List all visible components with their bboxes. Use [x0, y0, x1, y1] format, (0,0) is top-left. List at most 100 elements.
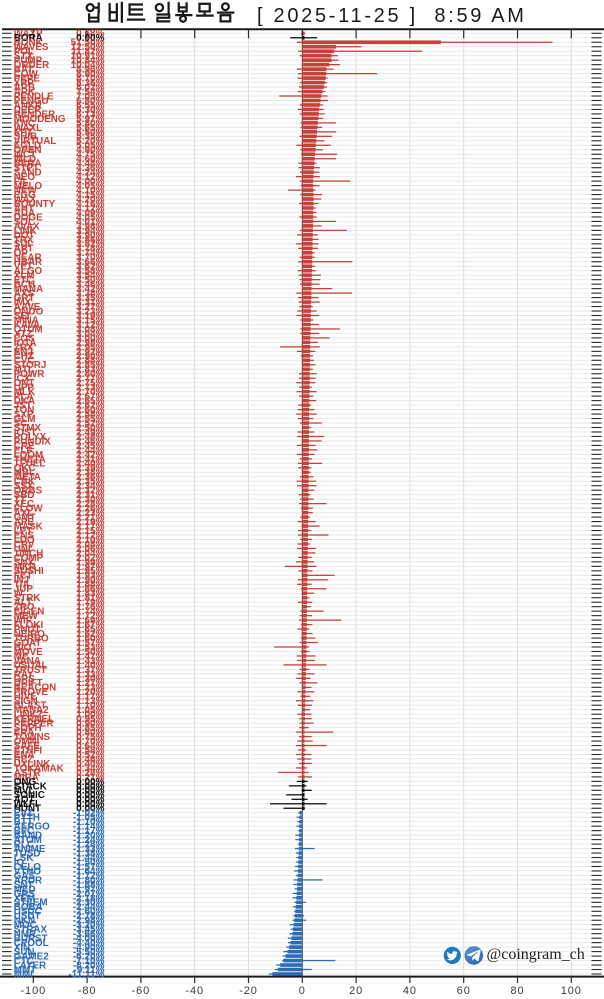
- svg-text:MELO: MELO: [14, 181, 43, 192]
- svg-text:ONG: ONG: [14, 777, 37, 788]
- svg-text:5.97%: 5.97%: [76, 114, 104, 125]
- svg-text:LPT: LPT: [14, 526, 33, 537]
- svg-text:MOC: MOC: [14, 920, 37, 931]
- svg-text:1.60%: 1.60%: [76, 633, 104, 644]
- svg-text:MKR: MKR: [14, 562, 36, 573]
- svg-text:DRIFT: DRIFT: [14, 678, 43, 689]
- svg-text:4.01%: 4.01%: [76, 217, 104, 228]
- svg-text:6.55%: 6.55%: [76, 100, 104, 111]
- svg-text:HBAR: HBAR: [14, 257, 42, 268]
- svg-text:-1.97%: -1.97%: [73, 884, 105, 895]
- svg-text:PYTH: PYTH: [14, 813, 40, 824]
- svg-text:SUSHI: SUSHI: [14, 566, 44, 577]
- svg-text:2.55%: 2.55%: [76, 414, 104, 425]
- svg-text:100: 100: [561, 985, 582, 997]
- svg-text:GPS: GPS: [14, 674, 35, 685]
- svg-text:5.80%: 5.80%: [76, 118, 104, 129]
- svg-text:SOPH: SOPH: [14, 723, 42, 734]
- svg-text:FIL: FIL: [14, 177, 29, 188]
- svg-text:-1.72%: -1.72%: [73, 871, 105, 882]
- svg-text:3.58%: 3.58%: [76, 266, 104, 277]
- svg-text:2.15%: 2.15%: [76, 526, 104, 537]
- svg-text:UXLINK: UXLINK: [14, 759, 50, 770]
- svg-text:0.00%: 0.00%: [76, 33, 104, 44]
- svg-text:SONIC: SONIC: [14, 790, 45, 801]
- svg-text:CTC: CTC: [14, 956, 34, 967]
- svg-text:UPP: UPP: [14, 383, 35, 394]
- svg-text:ONT: ONT: [14, 378, 35, 389]
- svg-text:MIRA: MIRA: [14, 772, 39, 783]
- svg-text:-5.50%: -5.50%: [73, 947, 105, 958]
- svg-text:STORJ: STORJ: [14, 360, 47, 371]
- svg-text:ANIME: ANIME: [14, 844, 46, 855]
- svg-text:ZRO: ZRO: [14, 602, 35, 613]
- svg-text:4.05%: 4.05%: [76, 181, 104, 192]
- svg-text:0.00%: 0.00%: [76, 804, 104, 815]
- svg-text:0.00%: 0.00%: [76, 799, 104, 810]
- svg-text:VIRTUAL: VIRTUAL: [14, 136, 56, 147]
- svg-text:SC: SC: [14, 418, 28, 429]
- svg-text:EVZ: EVZ: [14, 808, 33, 819]
- svg-text:COW: COW: [14, 69, 39, 80]
- svg-text:BOUNTY: BOUNTY: [14, 199, 56, 210]
- svg-text:2.39%: 2.39%: [76, 463, 104, 474]
- svg-text:2.62%: 2.62%: [76, 401, 104, 412]
- svg-text:SNX: SNX: [14, 557, 35, 568]
- svg-text:2.31%: 2.31%: [76, 490, 104, 501]
- svg-text:2.95%: 2.95%: [76, 342, 104, 353]
- svg-text:CRV: CRV: [14, 539, 35, 550]
- svg-text:1.30%: 1.30%: [76, 674, 104, 685]
- svg-text:USDC: USDC: [14, 907, 42, 918]
- svg-text:-3.20%: -3.20%: [73, 920, 105, 931]
- svg-text:2.42%: 2.42%: [76, 450, 104, 461]
- svg-text:2.88%: 2.88%: [76, 356, 104, 367]
- svg-text:-1.64%: -1.64%: [73, 866, 105, 877]
- svg-text:PENGU: PENGU: [14, 96, 49, 107]
- svg-text:PUMP: PUMP: [14, 56, 43, 67]
- svg-text:TIA: TIA: [14, 580, 30, 591]
- svg-text:POLYX: POLYX: [14, 432, 47, 443]
- svg-text:CBK: CBK: [14, 477, 35, 488]
- svg-text:NEAR: NEAR: [14, 253, 42, 264]
- svg-text:WAXL: WAXL: [14, 123, 42, 134]
- svg-text:DOT: DOT: [14, 230, 35, 241]
- svg-text:VANA: VANA: [14, 656, 41, 667]
- svg-text:SIGN: SIGN: [14, 696, 38, 707]
- svg-text:2.90%: 2.90%: [76, 351, 104, 362]
- svg-text:2.17%: 2.17%: [76, 521, 104, 532]
- svg-text:BCH: BCH: [14, 280, 35, 291]
- svg-text:TOWNS: TOWNS: [14, 732, 51, 743]
- svg-text:11.82%: 11.82%: [71, 47, 104, 58]
- svg-text:MMI: MMI: [14, 969, 33, 980]
- svg-text:EGLD: EGLD: [14, 141, 41, 152]
- svg-text:OPEN: OPEN: [14, 145, 42, 156]
- svg-text:LOOM: LOOM: [14, 450, 43, 461]
- svg-text:HIVE: HIVE: [14, 692, 37, 703]
- svg-text:1.69%: 1.69%: [76, 616, 104, 627]
- svg-text:NEW: NEW: [14, 185, 38, 196]
- svg-text:3.38%: 3.38%: [76, 289, 104, 300]
- svg-text:2.92%: 2.92%: [76, 347, 104, 358]
- svg-text:0.85%: 0.85%: [76, 723, 104, 734]
- svg-text:51.50%: 51.50%: [71, 38, 105, 49]
- svg-text:-1.28%: -1.28%: [73, 839, 105, 850]
- svg-text:STACK: STACK: [14, 781, 47, 792]
- svg-text:JUP: JUP: [14, 584, 34, 595]
- svg-text:QKC: QKC: [14, 463, 36, 474]
- svg-text:1.20%: 1.20%: [76, 687, 104, 698]
- svg-text:IMX: IMX: [14, 297, 32, 308]
- svg-text:AQT: AQT: [14, 795, 35, 806]
- svg-text:4.15%: 4.15%: [76, 190, 104, 201]
- svg-text:7.54%: 7.54%: [76, 87, 104, 98]
- svg-text:WAX: WAX: [14, 194, 37, 205]
- svg-text:ASTR: ASTR: [14, 768, 41, 779]
- svg-text:0.68%: 0.68%: [76, 29, 104, 40]
- svg-text:STMX: STMX: [14, 423, 42, 434]
- svg-text:TT: TT: [14, 495, 26, 506]
- svg-text:VTHO: VTHO: [14, 866, 42, 877]
- svg-text:-4.90%: -4.90%: [73, 943, 105, 954]
- svg-text:EGG: EGG: [14, 190, 36, 201]
- svg-text:1.37%: 1.37%: [76, 665, 104, 676]
- svg-text:POL: POL: [14, 47, 34, 58]
- svg-text:MOVE: MOVE: [14, 647, 43, 658]
